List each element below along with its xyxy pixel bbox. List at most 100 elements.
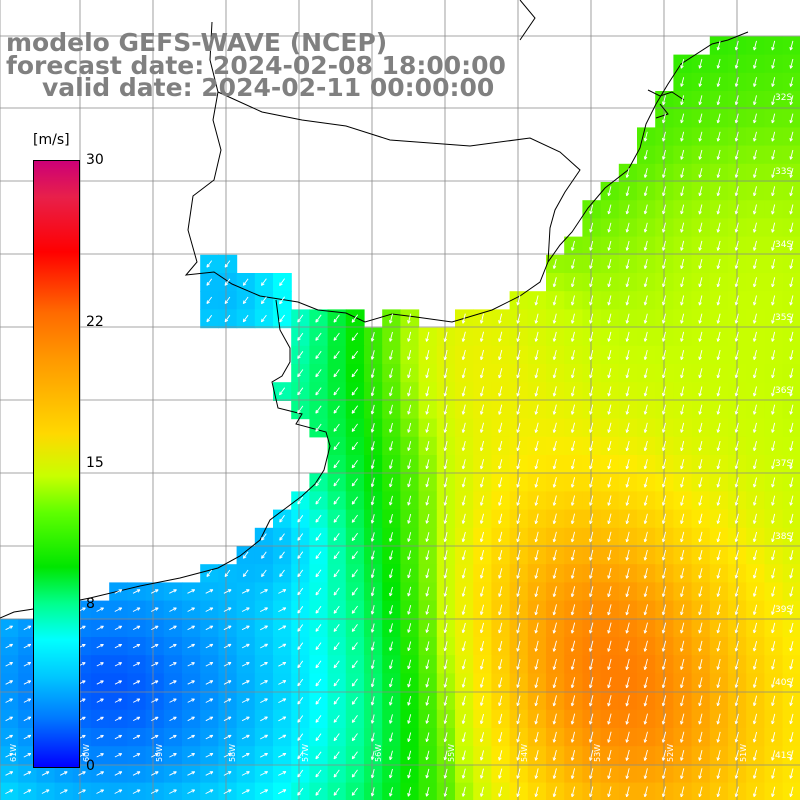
coastline	[0, 0, 749, 619]
wind-arrow	[242, 278, 249, 286]
wind-arrow	[534, 513, 539, 525]
wind-arrow	[279, 515, 285, 523]
wind-arrow	[425, 368, 430, 379]
wind-cell	[782, 782, 800, 800]
wind-arrow	[662, 204, 666, 215]
wind-arrow	[498, 331, 503, 342]
wind-arrow	[789, 186, 794, 197]
wind-arrow	[771, 295, 776, 306]
wind-arrow	[224, 278, 231, 286]
wind-arrow	[734, 331, 739, 342]
wind-arrow	[698, 77, 703, 87]
wind-arrow	[752, 277, 757, 288]
wind-arrow	[333, 387, 340, 396]
wind-arrow	[407, 349, 412, 360]
wind-arrow	[333, 460, 340, 469]
wind-arrow	[370, 331, 375, 342]
wind-arrow	[315, 405, 322, 414]
wind-arrow	[407, 404, 412, 415]
wind-arrow	[643, 168, 648, 178]
wind-arrow	[297, 515, 304, 523]
wind-arrow	[370, 404, 375, 415]
longitude-label: 57W	[301, 744, 310, 762]
wind-arrow	[771, 186, 776, 197]
wind-arrow	[498, 313, 503, 324]
wind-arrow	[625, 258, 630, 269]
wind-arrow	[389, 441, 393, 451]
longitude-label: 53W	[593, 744, 602, 762]
wind-arrow	[771, 495, 776, 506]
coastline-path	[217, 91, 581, 263]
wind-arrow	[516, 386, 521, 397]
wind-arrow	[752, 258, 757, 269]
wind-arrow	[589, 440, 594, 452]
wind-arrow	[479, 331, 485, 342]
wind-arrow	[789, 477, 794, 488]
wind-arrow	[351, 314, 359, 323]
wind-arrow	[716, 404, 721, 415]
wind-arrow	[315, 496, 322, 505]
wind-arrow	[351, 441, 358, 451]
wind-arrow	[625, 295, 630, 306]
wind-arrow	[771, 313, 776, 324]
wind-arrow	[407, 331, 412, 342]
wind-arrow	[589, 331, 594, 342]
wind-arrow	[589, 277, 594, 288]
wind-arrow	[680, 440, 685, 452]
wind-arrow	[680, 149, 685, 160]
wind-arrow	[589, 313, 594, 324]
wind-arrow	[479, 349, 485, 361]
wind-arrow	[333, 405, 340, 414]
wind-arrow	[534, 495, 539, 506]
wind-arrow	[315, 387, 322, 396]
wind-arrow	[260, 278, 267, 286]
wind-arrow	[716, 477, 721, 488]
wind-arrow	[789, 240, 794, 251]
wind-arrow	[607, 440, 612, 452]
colorbar-unit: [m/s]	[33, 132, 70, 148]
wind-arrow	[680, 331, 685, 342]
wind-arrow	[734, 440, 739, 451]
wind-arrow	[643, 331, 648, 342]
wind-arrow	[789, 422, 794, 433]
wind-arrow	[461, 495, 466, 506]
wind-arrow	[698, 386, 703, 397]
wind-arrow	[315, 514, 322, 523]
wind-arrow	[370, 350, 375, 360]
wind-arrow	[771, 58, 776, 69]
wind-arrow	[789, 149, 794, 160]
wind-arrow	[333, 423, 340, 432]
wind-arrow	[389, 313, 393, 324]
wind-arrow	[479, 368, 485, 379]
wind-arrow	[625, 168, 630, 178]
wind-arrow	[680, 95, 685, 106]
wind-arrow	[370, 422, 375, 433]
wind-arrow	[461, 459, 466, 470]
wind-arrow	[607, 222, 612, 233]
wind-arrow	[734, 222, 739, 233]
wind-arrow	[734, 240, 739, 251]
wind-arrow	[389, 368, 393, 379]
wind-arrow	[771, 386, 776, 397]
wind-arrow	[625, 477, 630, 488]
wind-arrow	[443, 477, 448, 488]
wind-arrow	[771, 113, 776, 124]
wind-arrow	[643, 495, 648, 506]
wind-arrow	[516, 313, 521, 324]
wind-arrow	[279, 314, 285, 323]
wind-arrow	[589, 386, 594, 397]
wind-arrow	[333, 441, 340, 450]
wind-arrow	[498, 477, 503, 488]
wind-arrow	[716, 459, 721, 470]
wind-arrow	[698, 204, 703, 215]
wind-arrow	[570, 277, 575, 288]
wind-vectors	[5, 40, 794, 798]
wind-arrow	[425, 477, 430, 488]
wind-arrow	[534, 440, 539, 452]
wind-arrow	[771, 131, 776, 142]
wind-arrow	[534, 368, 539, 379]
wind-arrow	[589, 204, 594, 215]
wind-arrow	[643, 386, 648, 397]
wind-arrow	[789, 331, 794, 342]
wind-arrow	[625, 513, 630, 525]
